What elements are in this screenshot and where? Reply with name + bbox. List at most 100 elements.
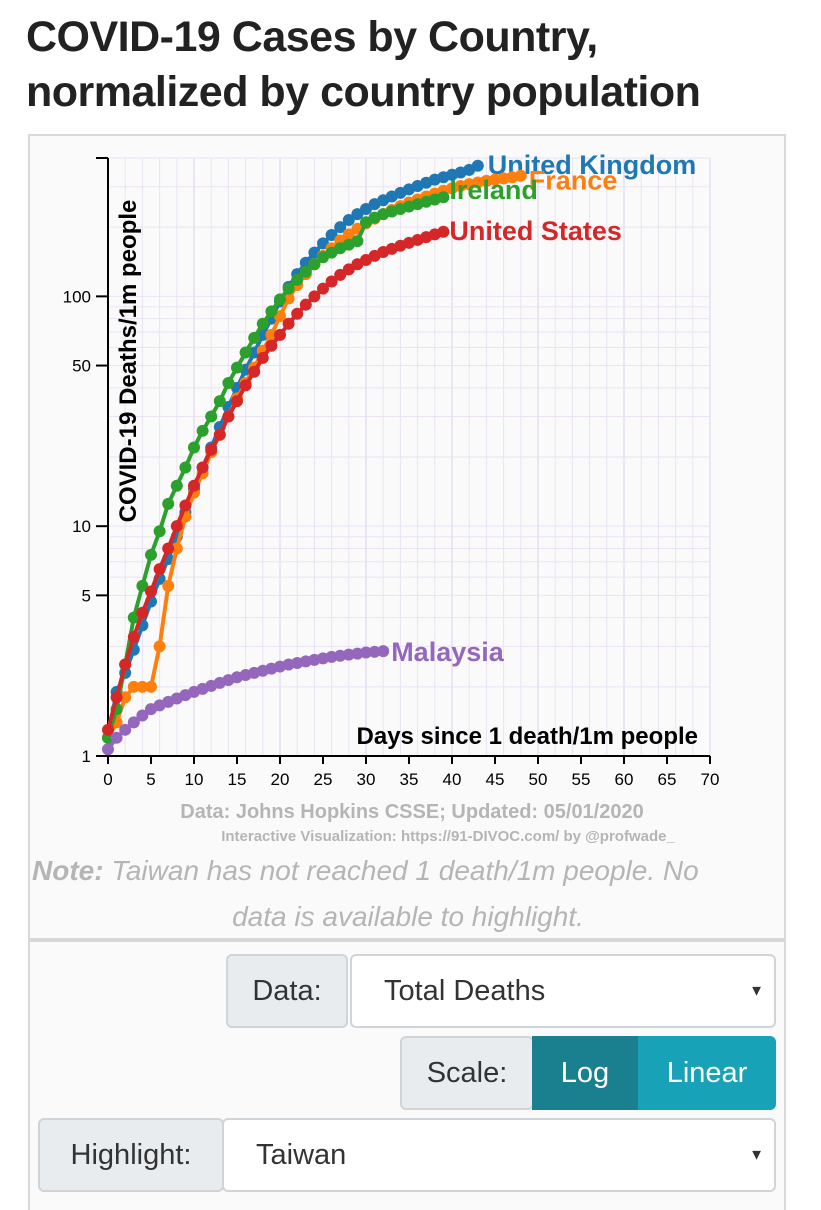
y-tick-label: 100 <box>63 287 91 306</box>
data-point <box>265 305 278 318</box>
data-label: Data: <box>226 954 348 1028</box>
note-prefix: Note: <box>32 855 104 886</box>
data-point <box>342 263 355 276</box>
data-point <box>136 606 149 619</box>
data-point <box>145 680 157 693</box>
data-point <box>317 282 329 295</box>
x-tick-label: 20 <box>271 770 290 789</box>
attribution: Interactive Visualization: https://91-DI… <box>221 828 675 845</box>
x-tick-label: 0 <box>103 770 112 789</box>
highlight-label: Highlight: <box>38 1118 224 1192</box>
x-tick-label: 50 <box>529 770 548 789</box>
controls-panel: Data: Total Deaths ▼ Scale: Log Linear H… <box>28 940 786 1210</box>
scale-linear-button[interactable]: Linear <box>638 1036 776 1110</box>
data-point <box>342 228 355 241</box>
data-select-value: Total Deaths <box>384 974 546 1007</box>
data-point <box>274 328 286 341</box>
data-point <box>248 365 261 378</box>
x-axis-label: Days since 1 death/1m people <box>357 723 698 750</box>
x-tick-label: 60 <box>615 770 634 789</box>
note-text: Taiwan has not reached 1 death/1m people… <box>104 855 699 886</box>
scale-log-button[interactable]: Log <box>532 1036 638 1110</box>
scale-label: Scale: <box>400 1036 534 1110</box>
data-point <box>274 293 286 306</box>
data-point <box>136 709 149 722</box>
data-point <box>179 499 192 512</box>
data-point <box>102 743 114 756</box>
data-point <box>299 265 312 278</box>
data-point <box>188 441 200 454</box>
data-point <box>291 307 304 320</box>
data-point <box>205 410 218 423</box>
data-point <box>222 376 235 389</box>
data-select[interactable]: Total Deaths ▼ <box>350 954 776 1028</box>
series-label: Ireland <box>449 175 538 205</box>
y-tick-label: 1 <box>82 747 91 766</box>
data-point <box>256 351 269 364</box>
data-point <box>231 395 243 408</box>
data-point <box>119 723 132 736</box>
data-point <box>282 317 295 330</box>
data-point <box>119 658 132 671</box>
data-point <box>368 645 381 658</box>
data-point <box>145 585 157 598</box>
data-point <box>239 379 252 392</box>
data-point <box>334 268 347 281</box>
x-tick-label: 10 <box>185 770 204 789</box>
highlight-select-value: Taiwan <box>256 1138 347 1171</box>
data-point <box>196 461 209 474</box>
page-title: COVID-19 Cases by Country, normalized by… <box>26 13 701 116</box>
data-point <box>351 235 364 248</box>
x-tick-label: 65 <box>658 770 677 789</box>
data-point <box>127 680 140 693</box>
data-point <box>145 548 157 561</box>
data-point <box>153 640 166 653</box>
x-tick-label: 35 <box>400 770 419 789</box>
data-point <box>325 275 338 288</box>
x-tick-label: 30 <box>357 770 376 789</box>
data-point <box>334 221 347 234</box>
data-point <box>265 339 278 352</box>
data-point <box>153 525 166 538</box>
y-tick-label: 10 <box>72 517 91 536</box>
x-tick-label: 45 <box>486 770 505 789</box>
chevron-down-icon: ▼ <box>749 982 764 1000</box>
data-point <box>170 479 183 492</box>
data-point <box>102 723 114 736</box>
data-point <box>291 273 304 286</box>
data-point <box>282 282 295 295</box>
data-point <box>162 497 175 510</box>
x-tick-label: 25 <box>314 770 333 789</box>
data-point <box>162 542 175 555</box>
data-point <box>127 716 140 729</box>
data-point <box>308 290 321 303</box>
data-point <box>179 461 192 474</box>
data-point <box>170 520 183 533</box>
series-label: United States <box>449 216 622 246</box>
data-point <box>360 646 372 659</box>
data-point <box>471 159 484 172</box>
data-point <box>248 331 261 344</box>
data-point <box>213 428 226 441</box>
series-label: France <box>529 166 618 196</box>
data-point <box>170 542 183 555</box>
data-point <box>110 731 123 744</box>
y-axis-label: COVID-19 Deaths/1m people <box>115 200 142 523</box>
data-point <box>127 630 140 643</box>
x-tick-label: 40 <box>443 770 462 789</box>
data-point <box>342 213 355 226</box>
y-tick-label: 50 <box>72 357 91 376</box>
data-point <box>256 317 269 330</box>
data-point <box>222 410 235 423</box>
chevron-down-icon: ▼ <box>749 1146 764 1164</box>
data-point <box>239 346 252 359</box>
data-point <box>205 443 218 456</box>
x-tick-label: 55 <box>572 770 591 789</box>
data-point <box>110 691 123 704</box>
highlight-select[interactable]: Taiwan ▼ <box>222 1118 776 1192</box>
y-tick-label: 5 <box>82 586 91 605</box>
series-label: Malaysia <box>391 637 505 667</box>
data-point <box>136 579 149 592</box>
note-line-2: data is available to highlight. <box>232 901 584 932</box>
